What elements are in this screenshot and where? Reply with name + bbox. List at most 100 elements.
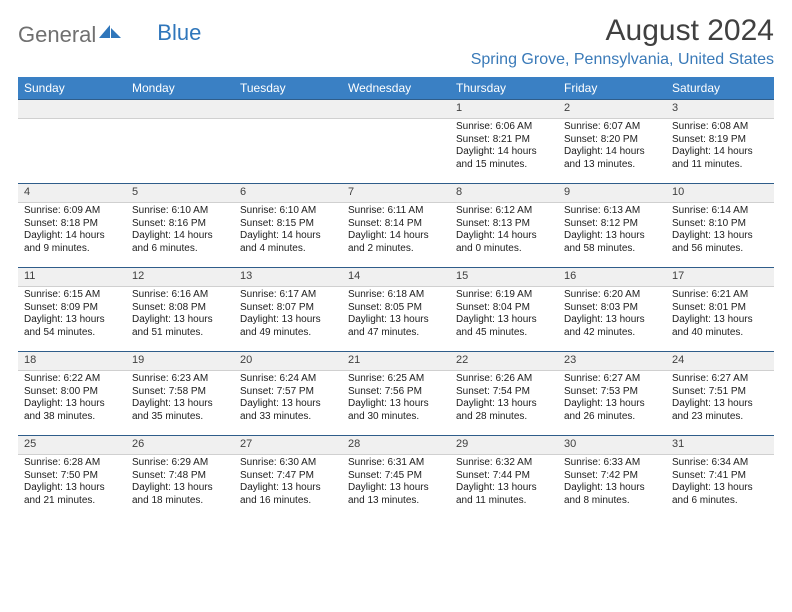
day-details-cell: Sunrise: 6:24 AMSunset: 7:57 PMDaylight:… — [234, 371, 342, 436]
day-number: 5 — [126, 184, 234, 202]
logo-word-1: General — [18, 22, 96, 48]
day-details-cell: Sunrise: 6:32 AMSunset: 7:44 PMDaylight:… — [450, 455, 558, 520]
sunset-text: Sunset: 8:08 PM — [132, 302, 228, 315]
day-details: Sunrise: 6:27 AMSunset: 7:53 PMDaylight:… — [558, 371, 666, 429]
day-details-cell: Sunrise: 6:14 AMSunset: 8:10 PMDaylight:… — [666, 203, 774, 268]
day-number-cell: 5 — [126, 184, 234, 203]
day-details-cell: Sunrise: 6:26 AMSunset: 7:54 PMDaylight:… — [450, 371, 558, 436]
day-number-cell: 4 — [18, 184, 126, 203]
day-details: Sunrise: 6:06 AMSunset: 8:21 PMDaylight:… — [450, 119, 558, 177]
day-number-cell: 14 — [342, 268, 450, 287]
sunrise-text: Sunrise: 6:31 AM — [348, 457, 444, 470]
sunset-text: Sunset: 7:50 PM — [24, 470, 120, 483]
daylight-text: Daylight: 14 hours and 2 minutes. — [348, 230, 444, 255]
day-number: 22 — [450, 352, 558, 370]
day-details-cell — [234, 119, 342, 184]
sunrise-text: Sunrise: 6:25 AM — [348, 373, 444, 386]
day-number: 4 — [18, 184, 126, 202]
sunrise-text: Sunrise: 6:23 AM — [132, 373, 228, 386]
day-number: 21 — [342, 352, 450, 370]
daylight-text: Daylight: 14 hours and 0 minutes. — [456, 230, 552, 255]
day-number: 18 — [18, 352, 126, 370]
sunrise-text: Sunrise: 6:11 AM — [348, 205, 444, 218]
day-details: Sunrise: 6:32 AMSunset: 7:44 PMDaylight:… — [450, 455, 558, 513]
day-number-cell: 9 — [558, 184, 666, 203]
day-number-cell: 18 — [18, 352, 126, 371]
day-details: Sunrise: 6:26 AMSunset: 7:54 PMDaylight:… — [450, 371, 558, 429]
day-number: 24 — [666, 352, 774, 370]
day-details-cell: Sunrise: 6:27 AMSunset: 7:53 PMDaylight:… — [558, 371, 666, 436]
day-number: 20 — [234, 352, 342, 370]
sunset-text: Sunset: 8:21 PM — [456, 134, 552, 147]
sunset-text: Sunset: 7:45 PM — [348, 470, 444, 483]
daylight-text: Daylight: 13 hours and 13 minutes. — [348, 482, 444, 507]
weekday-header: Monday — [126, 77, 234, 100]
day-number-cell: 25 — [18, 436, 126, 455]
daylight-text: Daylight: 14 hours and 15 minutes. — [456, 146, 552, 171]
day-number: 6 — [234, 184, 342, 202]
daylight-text: Daylight: 13 hours and 26 minutes. — [564, 398, 660, 423]
day-number-cell: 29 — [450, 436, 558, 455]
day-number-cell: 7 — [342, 184, 450, 203]
sunset-text: Sunset: 8:16 PM — [132, 218, 228, 231]
sunset-text: Sunset: 8:07 PM — [240, 302, 336, 315]
day-details: Sunrise: 6:13 AMSunset: 8:12 PMDaylight:… — [558, 203, 666, 261]
daylight-text: Daylight: 13 hours and 8 minutes. — [564, 482, 660, 507]
sunrise-text: Sunrise: 6:29 AM — [132, 457, 228, 470]
day-details — [126, 119, 234, 127]
sunset-text: Sunset: 7:41 PM — [672, 470, 768, 483]
details-row: Sunrise: 6:06 AMSunset: 8:21 PMDaylight:… — [18, 119, 774, 184]
day-details-cell — [126, 119, 234, 184]
day-details-cell: Sunrise: 6:13 AMSunset: 8:12 PMDaylight:… — [558, 203, 666, 268]
day-details-cell: Sunrise: 6:20 AMSunset: 8:03 PMDaylight:… — [558, 287, 666, 352]
daylight-text: Daylight: 14 hours and 4 minutes. — [240, 230, 336, 255]
day-number-cell — [342, 100, 450, 119]
day-number: 25 — [18, 436, 126, 454]
sunrise-text: Sunrise: 6:14 AM — [672, 205, 768, 218]
day-details-cell: Sunrise: 6:31 AMSunset: 7:45 PMDaylight:… — [342, 455, 450, 520]
day-number-cell: 16 — [558, 268, 666, 287]
day-number: 30 — [558, 436, 666, 454]
day-details: Sunrise: 6:10 AMSunset: 8:16 PMDaylight:… — [126, 203, 234, 261]
day-number: 19 — [126, 352, 234, 370]
location-label: Spring Grove, Pennsylvania, United State… — [471, 51, 774, 69]
brand-logo: General Blue — [18, 14, 201, 48]
details-row: Sunrise: 6:28 AMSunset: 7:50 PMDaylight:… — [18, 455, 774, 520]
day-number-cell: 24 — [666, 352, 774, 371]
daylight-text: Daylight: 13 hours and 35 minutes. — [132, 398, 228, 423]
day-number-cell: 12 — [126, 268, 234, 287]
weekday-header: Thursday — [450, 77, 558, 100]
day-number: 12 — [126, 268, 234, 286]
day-details: Sunrise: 6:18 AMSunset: 8:05 PMDaylight:… — [342, 287, 450, 345]
sunset-text: Sunset: 7:53 PM — [564, 386, 660, 399]
details-row: Sunrise: 6:15 AMSunset: 8:09 PMDaylight:… — [18, 287, 774, 352]
daynum-row: 123 — [18, 100, 774, 119]
day-number-cell: 31 — [666, 436, 774, 455]
sunset-text: Sunset: 8:04 PM — [456, 302, 552, 315]
weekday-header: Sunday — [18, 77, 126, 100]
day-number-cell: 26 — [126, 436, 234, 455]
daylight-text: Daylight: 13 hours and 54 minutes. — [24, 314, 120, 339]
calendar-page: General Blue August 2024 Spring Grove, P… — [0, 0, 792, 519]
sunset-text: Sunset: 8:18 PM — [24, 218, 120, 231]
day-details — [18, 119, 126, 127]
day-number-cell: 3 — [666, 100, 774, 119]
day-details: Sunrise: 6:20 AMSunset: 8:03 PMDaylight:… — [558, 287, 666, 345]
daylight-text: Daylight: 13 hours and 30 minutes. — [348, 398, 444, 423]
sunrise-text: Sunrise: 6:22 AM — [24, 373, 120, 386]
sunset-text: Sunset: 8:01 PM — [672, 302, 768, 315]
sunset-text: Sunset: 8:10 PM — [672, 218, 768, 231]
day-details-cell: Sunrise: 6:18 AMSunset: 8:05 PMDaylight:… — [342, 287, 450, 352]
day-details-cell: Sunrise: 6:23 AMSunset: 7:58 PMDaylight:… — [126, 371, 234, 436]
day-number: 23 — [558, 352, 666, 370]
sunrise-text: Sunrise: 6:07 AM — [564, 121, 660, 134]
day-details — [342, 119, 450, 127]
sunrise-text: Sunrise: 6:27 AM — [672, 373, 768, 386]
sunrise-text: Sunrise: 6:16 AM — [132, 289, 228, 302]
weekday-header: Friday — [558, 77, 666, 100]
sunrise-text: Sunrise: 6:33 AM — [564, 457, 660, 470]
sunrise-text: Sunrise: 6:27 AM — [564, 373, 660, 386]
day-details-cell: Sunrise: 6:09 AMSunset: 8:18 PMDaylight:… — [18, 203, 126, 268]
day-number: 15 — [450, 268, 558, 286]
daynum-row: 25262728293031 — [18, 436, 774, 455]
